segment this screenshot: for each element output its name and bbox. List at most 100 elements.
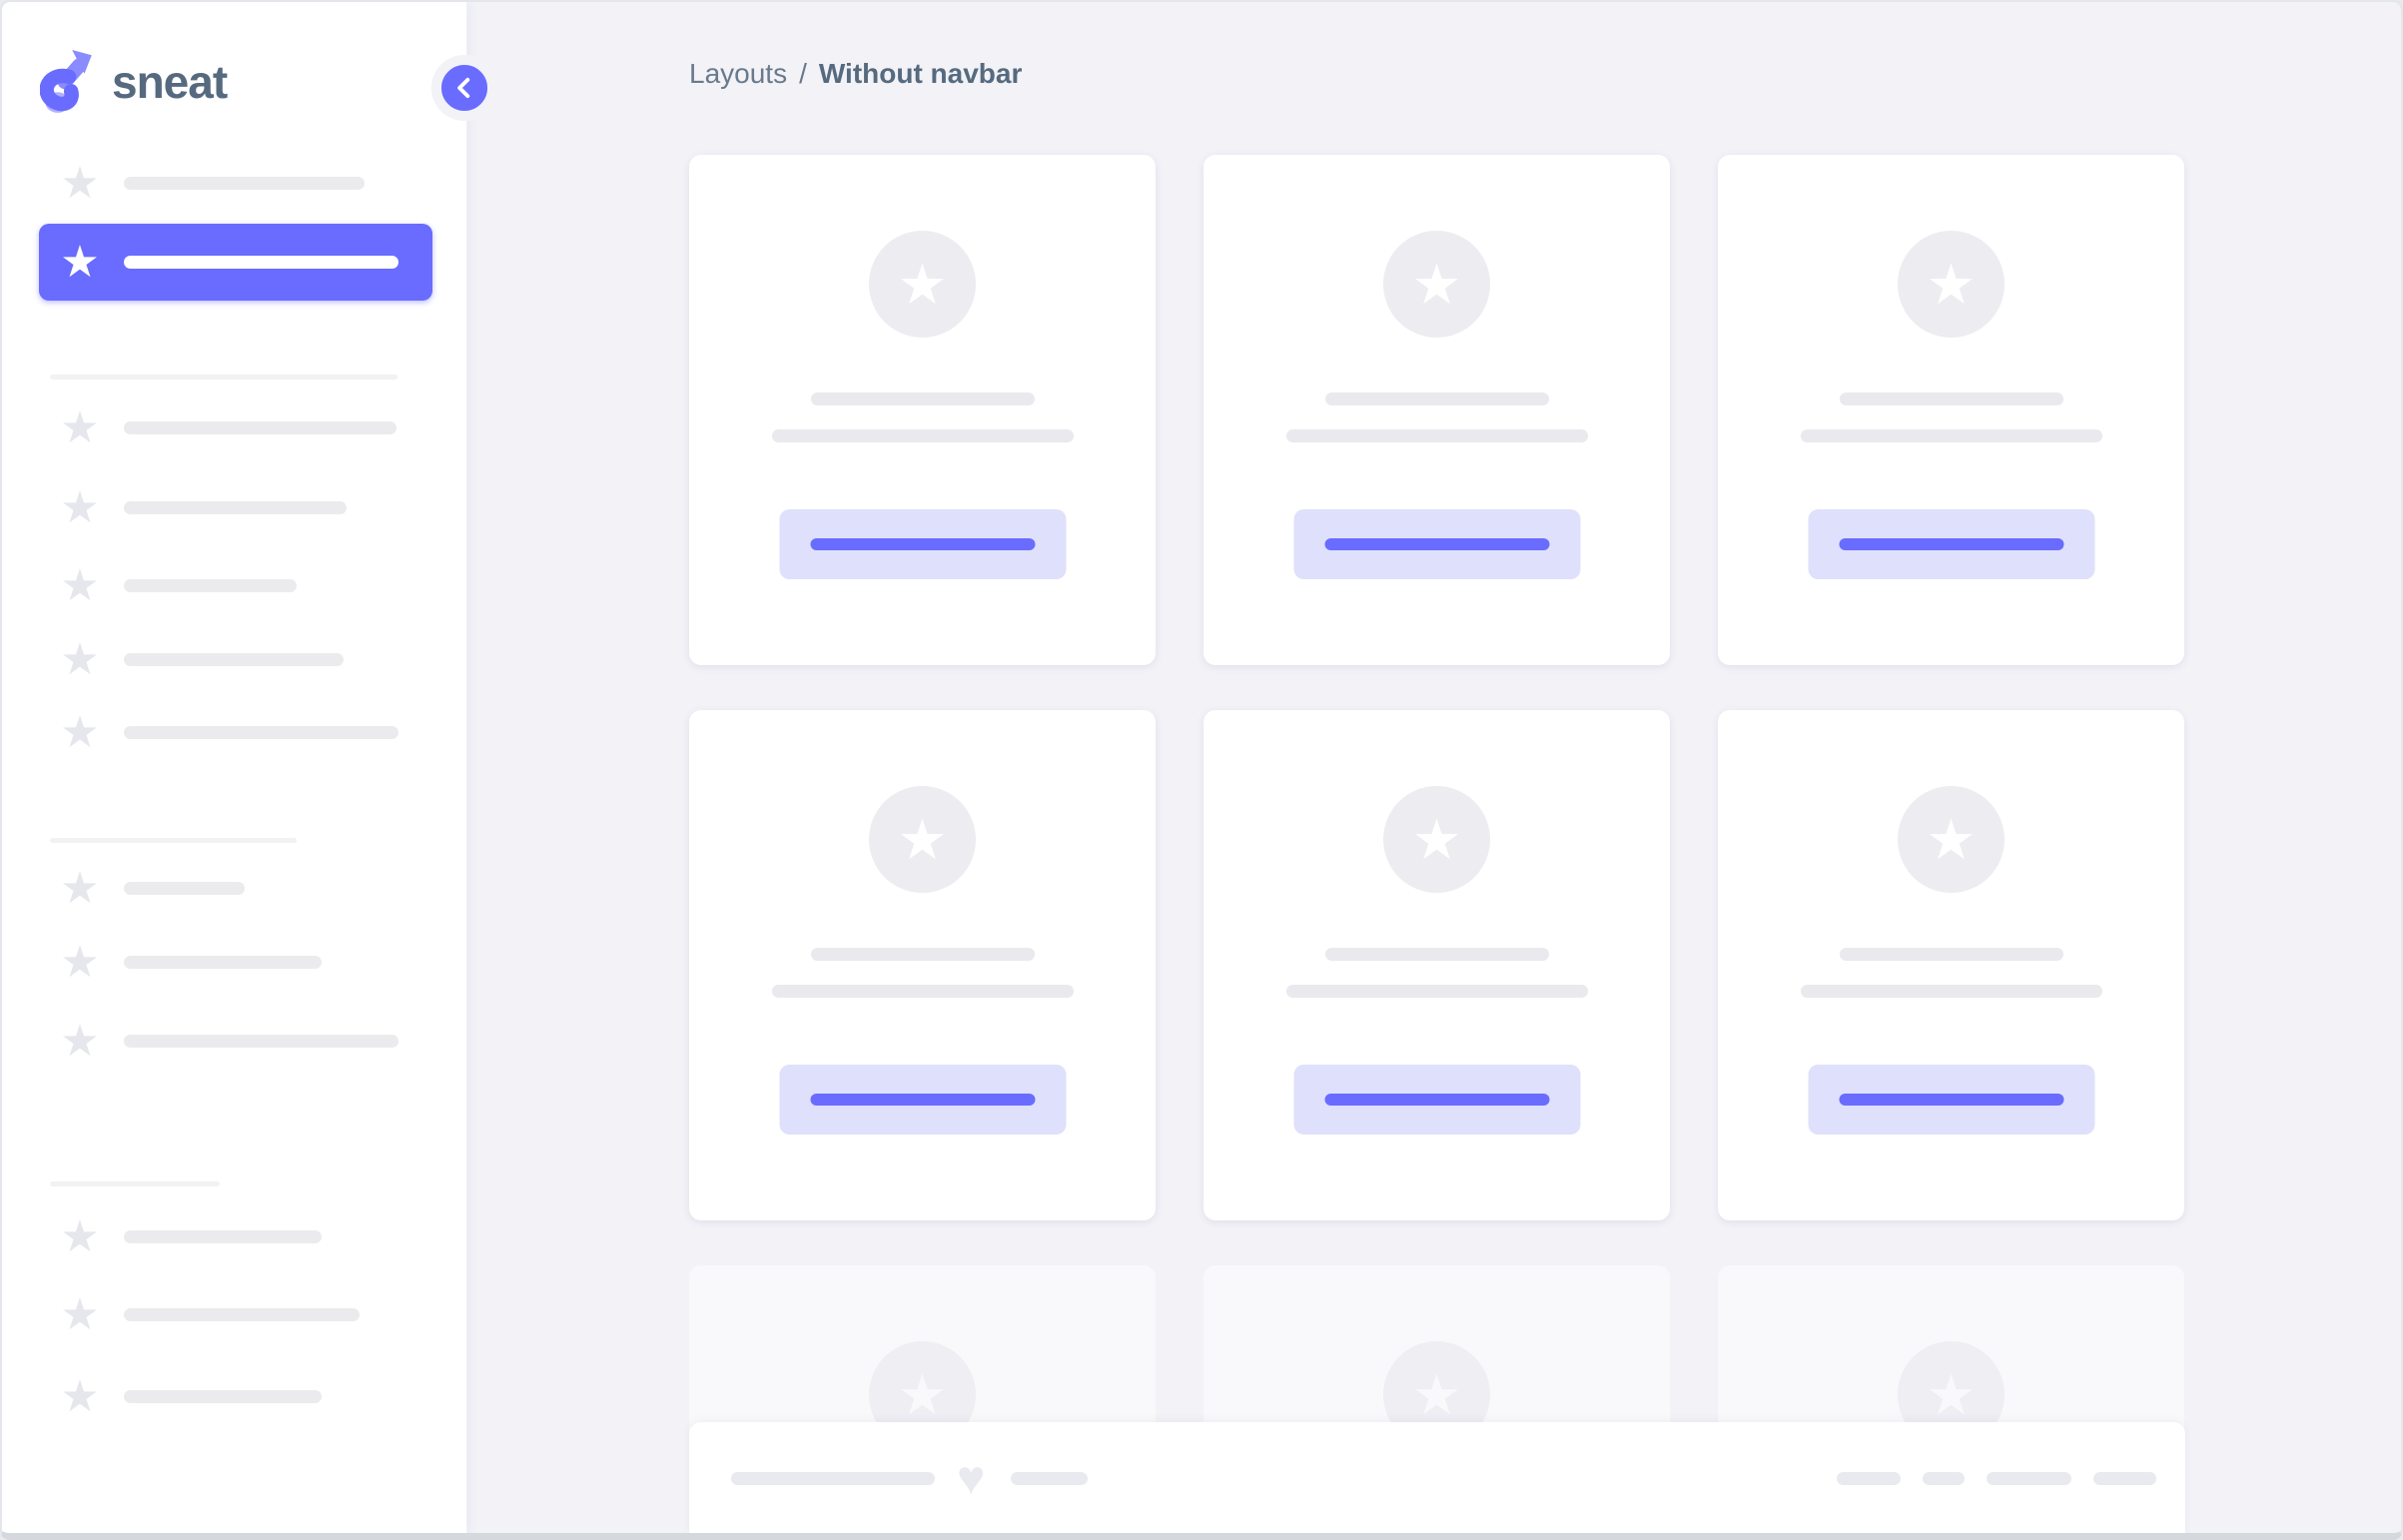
menu-label-skeleton [124, 1230, 322, 1243]
placeholder-card: ★ [689, 155, 1156, 665]
card-title-skeleton [1324, 948, 1549, 961]
card-subtitle-skeleton [771, 429, 1074, 442]
footer-link-skeleton [1923, 1472, 1965, 1485]
sidebar-item[interactable]: ★ [2, 1369, 467, 1425]
sidebar-item[interactable]: ★ [2, 705, 467, 761]
menu-label-skeleton [124, 653, 344, 666]
card-title-skeleton [810, 392, 1035, 405]
card-subtitle-skeleton [1800, 985, 2102, 998]
sidebar-item[interactable]: ★ [2, 935, 467, 991]
sidebar-item[interactable]: ★ [2, 1209, 467, 1265]
card-action-button[interactable] [1293, 509, 1580, 579]
star-icon: ★ [60, 864, 100, 913]
breadcrumb: Layouts / Without navbar [689, 58, 1022, 90]
card-subtitle-skeleton [1800, 429, 2102, 442]
sidebar-item-active[interactable]: ★ [39, 223, 432, 301]
breadcrumb-current: Without navbar [818, 58, 1023, 89]
card-action-button[interactable] [779, 509, 1066, 579]
star-icon: ★ [60, 1212, 100, 1261]
star-icon: ★ [1926, 252, 1977, 316]
star-icon: ★ [1411, 1362, 1462, 1426]
sidebar-item[interactable]: ★ [2, 1287, 467, 1343]
card-avatar: ★ [1898, 231, 2004, 338]
menu-label-skeleton [124, 726, 399, 739]
placeholder-card: ★ [1718, 155, 2184, 665]
star-icon: ★ [60, 708, 100, 757]
breadcrumb-section-link[interactable]: Layouts [689, 58, 788, 89]
card-title-skeleton [1324, 392, 1549, 405]
chevron-left-icon [457, 77, 470, 99]
card-title-skeleton [1839, 392, 2063, 405]
footer-text-skeleton [731, 1472, 935, 1485]
card-avatar: ★ [1898, 786, 2004, 893]
brand[interactable]: sneat [40, 48, 228, 116]
card-subtitle-skeleton [771, 985, 1074, 998]
heart-icon: ♥ [957, 1451, 986, 1505]
placeholder-card: ★ [689, 710, 1156, 1220]
star-icon: ★ [60, 561, 100, 610]
sidebar-item[interactable]: ★ [2, 861, 467, 917]
star-icon: ★ [60, 1017, 100, 1066]
button-label-skeleton [1324, 538, 1549, 550]
menu-section-divider [50, 838, 297, 843]
star-icon: ★ [60, 1290, 100, 1339]
star-icon: ★ [1926, 807, 1977, 871]
star-icon: ★ [897, 807, 948, 871]
star-icon: ★ [60, 635, 100, 684]
sidebar-item[interactable]: ★ [2, 558, 467, 614]
star-icon: ★ [60, 237, 100, 287]
sidebar: sneat ★ ★ ★ ★ ★ ★ ★ ★ ★ ★ ★ ★ ★ [2, 2, 497, 1533]
menu-section-divider [50, 375, 398, 380]
star-icon: ★ [60, 938, 100, 987]
button-label-skeleton [810, 538, 1035, 550]
menu-label-skeleton [124, 1308, 360, 1321]
menu-label-skeleton [124, 177, 365, 190]
placeholder-card: ★ [1203, 710, 1670, 1220]
button-label-skeleton [1839, 1094, 2063, 1106]
star-icon: ★ [60, 1372, 100, 1421]
menu-label-skeleton [124, 501, 347, 514]
star-icon: ★ [897, 252, 948, 316]
placeholder-card: ★ [1203, 155, 1670, 665]
menu-label-skeleton [124, 579, 297, 592]
card-subtitle-skeleton [1285, 429, 1588, 442]
star-icon: ★ [1411, 252, 1462, 316]
star-icon: ★ [897, 1362, 948, 1426]
sidebar-collapse-button[interactable] [431, 55, 497, 121]
menu-label-skeleton [124, 1390, 322, 1403]
menu-label-skeleton [124, 255, 399, 269]
sidebar-item[interactable]: ★ [2, 156, 467, 212]
card-action-button[interactable] [779, 1065, 1066, 1135]
menu-section-divider [50, 1181, 220, 1186]
brand-name: sneat [112, 56, 228, 108]
breadcrumb-separator: / [799, 58, 807, 89]
star-icon: ★ [60, 403, 100, 452]
footer-links-skeleton [1815, 1472, 2156, 1485]
card-avatar: ★ [1383, 786, 1490, 893]
placeholder-card: ★ [1718, 710, 2184, 1220]
sidebar-item[interactable]: ★ [2, 400, 467, 456]
card-title-skeleton [810, 948, 1035, 961]
sidebar-item[interactable]: ★ [2, 632, 467, 688]
footer-link-skeleton [1837, 1472, 1901, 1485]
menu-label-skeleton [124, 1035, 399, 1048]
card-avatar: ★ [869, 786, 976, 893]
sidebar-item[interactable]: ★ [2, 1014, 467, 1070]
card-action-button[interactable] [1293, 1065, 1580, 1135]
sneat-logo-icon [40, 50, 92, 113]
button-label-skeleton [810, 1094, 1035, 1106]
footer-link-skeleton [2093, 1472, 2156, 1485]
card-action-button[interactable] [1808, 1065, 2094, 1135]
button-label-skeleton [1839, 538, 2063, 550]
footer: ♥ [689, 1422, 2185, 1533]
footer-link-skeleton [1987, 1472, 2071, 1485]
card-action-button[interactable] [1808, 509, 2094, 579]
button-label-skeleton [1324, 1094, 1549, 1106]
card-subtitle-skeleton [1285, 985, 1588, 998]
star-icon: ★ [1411, 807, 1462, 871]
card-avatar: ★ [869, 231, 976, 338]
card-title-skeleton [1839, 948, 2063, 961]
menu-label-skeleton [124, 421, 397, 434]
sidebar-item[interactable]: ★ [2, 480, 467, 536]
